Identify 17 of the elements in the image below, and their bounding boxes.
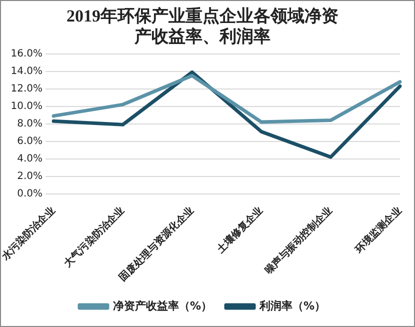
x-tick-label: 环境监测企业 <box>352 204 404 256</box>
y-tick-label: 4.0% <box>17 153 42 164</box>
y-tick-label: 8.0% <box>17 118 42 130</box>
y-tick-label: 0.0% <box>17 188 42 200</box>
y-tick-label: 12.0% <box>10 83 42 94</box>
y-tick-label: 14.0% <box>10 66 42 77</box>
y-tick-label: 16.0% <box>10 48 42 60</box>
y-tick-label: 10.0% <box>10 100 42 112</box>
chart-title: 2019年环保产业重点企业各领域净资产收益率、利润率 <box>66 6 338 46</box>
y-tick-label: 6.0% <box>17 136 42 147</box>
y-tick-label: 2.0% <box>17 170 42 182</box>
x-tick-label: 噪声与振动控制企业 <box>262 204 335 277</box>
x-tick-label: 水污染防治企业 <box>0 204 58 264</box>
legend-label: 利润率（%） <box>258 299 326 312</box>
x-tick-label: 土壤修复企业 <box>214 204 266 256</box>
x-tick-label: 大气污染防治企业 <box>60 204 127 270</box>
legend-label: 净资产收益率（%） <box>112 299 212 312</box>
